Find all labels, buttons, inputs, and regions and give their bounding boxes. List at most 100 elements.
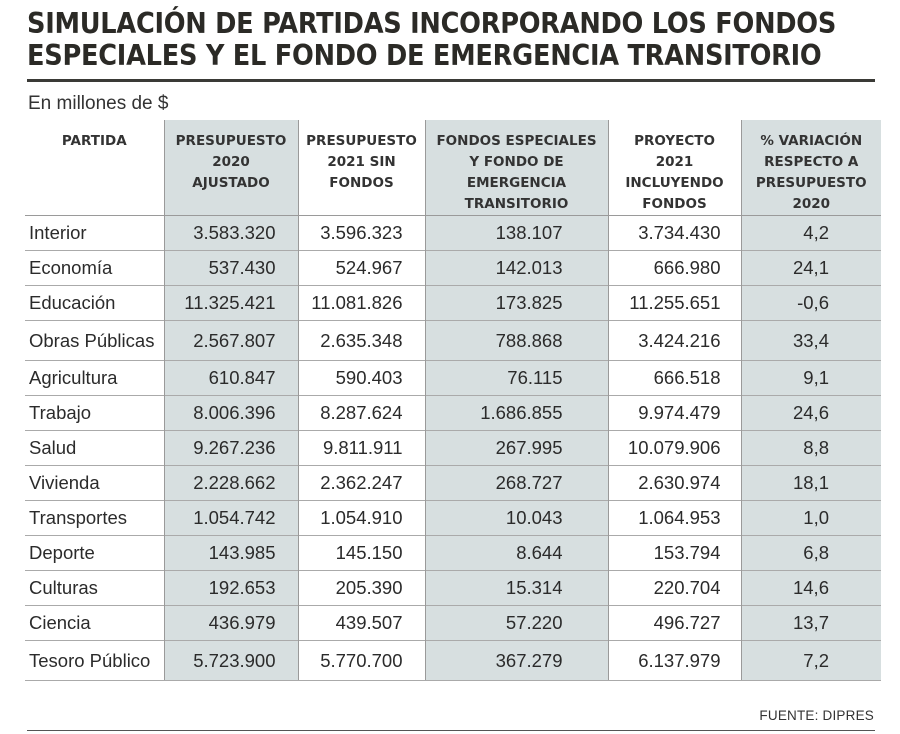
table-row: Agricultura 610.847 590.403 76.115 666.5…	[25, 360, 881, 396]
fondos-cell: 1.686.855	[424, 395, 608, 431]
proyecto-cell: 1.064.953	[607, 500, 741, 536]
presupuesto-2020-cell: 5.723.900	[163, 640, 298, 681]
proyecto-cell: 3.424.216	[607, 320, 741, 361]
presupuesto-2020-cell: 8.006.396	[163, 395, 298, 431]
table-header-row: PARTIDA PRESUPUESTO 2020 AJUSTADO PRESUP…	[25, 120, 881, 216]
header-line: FONDOS	[642, 196, 707, 212]
header-line: PRESUPUESTO	[175, 133, 287, 149]
proyecto-cell: 666.518	[607, 360, 741, 396]
variacion-cell: -0,6	[740, 285, 881, 321]
partida-cell: Economía	[25, 250, 164, 286]
partida-cell: Vivienda	[25, 465, 164, 501]
table-row: Ciencia 436.979 439.507 57.220 496.727 1…	[25, 605, 881, 641]
header-line: 2021	[655, 154, 694, 170]
presupuesto-2020-cell: 1.054.742	[163, 500, 298, 536]
fondos-cell: 367.279	[424, 640, 608, 681]
presupuesto-2021-cell: 524.967	[297, 250, 425, 286]
partida-cell: Trabajo	[25, 395, 164, 431]
page-title: SIMULACIÓN DE PARTIDAS INCORPORANDO LOS …	[27, 7, 837, 72]
proyecto-cell: 496.727	[607, 605, 741, 641]
proyecto-cell: 153.794	[607, 535, 741, 571]
header-line: PROYECTO	[634, 133, 715, 149]
title-line-1: SIMULACIÓN DE PARTIDAS INCORPORANDO LOS …	[27, 7, 837, 40]
variacion-cell: 14,6	[740, 570, 881, 606]
presupuesto-2021-cell: 5.770.700	[297, 640, 425, 681]
presupuesto-2021-cell: 590.403	[297, 360, 425, 396]
header-presupuesto-2021: PRESUPUESTO 2021 SIN FONDOS	[297, 120, 425, 216]
presupuesto-2021-cell: 2.362.247	[297, 465, 425, 501]
presupuesto-2021-cell: 8.287.624	[297, 395, 425, 431]
table-row: Salud 9.267.236 9.811.911 267.995 10.079…	[25, 430, 881, 466]
fondos-cell: 268.727	[424, 465, 608, 501]
table-row: Educación 11.325.421 11.081.826 173.825 …	[25, 285, 881, 321]
proyecto-cell: 11.255.651	[607, 285, 741, 321]
presupuesto-2020-cell: 610.847	[163, 360, 298, 396]
table-row: Economía 537.430 524.967 142.013 666.980…	[25, 250, 881, 286]
partida-cell: Agricultura	[25, 360, 164, 396]
presupuesto-2021-cell: 2.635.348	[297, 320, 425, 361]
fondos-cell: 267.995	[424, 430, 608, 466]
header-variacion: % VARIACIÓN RESPECTO A PRESUPUESTO 2020	[740, 120, 881, 216]
presupuesto-2021-cell: 439.507	[297, 605, 425, 641]
header-line: % VARIACIÓN	[760, 133, 863, 149]
variacion-cell: 6,8	[740, 535, 881, 571]
fondos-cell: 76.115	[424, 360, 608, 396]
presupuesto-2020-cell: 436.979	[163, 605, 298, 641]
title-divider	[27, 79, 875, 82]
fondos-cell: 57.220	[424, 605, 608, 641]
fondos-cell: 15.314	[424, 570, 608, 606]
variacion-cell: 7,2	[740, 640, 881, 681]
header-line: FONDOS ESPECIALES	[436, 133, 597, 149]
variacion-cell: 1,0	[740, 500, 881, 536]
proyecto-cell: 3.734.430	[607, 215, 741, 251]
header-line: PRESUPUESTO	[306, 133, 417, 149]
header-line: 2020	[212, 154, 250, 170]
header-proyecto-2021: PROYECTO 2021 INCLUYENDO FONDOS	[607, 120, 741, 216]
partida-cell: Tesoro Público	[25, 640, 164, 681]
header-presupuesto-2020: PRESUPUESTO 2020 AJUSTADO	[163, 120, 298, 216]
table-row: Interior 3.583.320 3.596.323 138.107 3.7…	[25, 215, 881, 251]
partida-cell: Salud	[25, 430, 164, 466]
proyecto-cell: 666.980	[607, 250, 741, 286]
partida-cell: Culturas	[25, 570, 164, 606]
table-row: Vivienda 2.228.662 2.362.247 268.727 2.6…	[25, 465, 881, 501]
variacion-cell: 8,8	[740, 430, 881, 466]
header-line: Y FONDO DE	[469, 154, 564, 170]
table-row: Obras Públicas 2.567.807 2.635.348 788.8…	[25, 320, 881, 361]
proyecto-cell: 2.630.974	[607, 465, 741, 501]
presupuesto-2020-cell: 192.653	[163, 570, 298, 606]
partida-cell: Obras Públicas	[25, 320, 164, 361]
budget-table: PARTIDA PRESUPUESTO 2020 AJUSTADO PRESUP…	[25, 120, 881, 681]
proyecto-cell: 10.079.906	[607, 430, 741, 466]
presupuesto-2020-cell: 143.985	[163, 535, 298, 571]
proyecto-cell: 220.704	[607, 570, 741, 606]
presupuesto-2021-cell: 11.081.826	[297, 285, 425, 321]
partida-cell: Educación	[25, 285, 164, 321]
partida-cell: Ciencia	[25, 605, 164, 641]
partida-cell: Transportes	[25, 500, 164, 536]
header-line: AJUSTADO	[192, 175, 270, 191]
header-line: EMERGENCIA	[466, 175, 567, 191]
header-line: INCLUYENDO	[625, 175, 724, 191]
proyecto-cell: 9.974.479	[607, 395, 741, 431]
presupuesto-2021-cell: 9.811.911	[297, 430, 425, 466]
header-line: FONDOS	[329, 175, 394, 191]
table-row: Culturas 192.653 205.390 15.314 220.704 …	[25, 570, 881, 606]
fondos-cell: 173.825	[424, 285, 608, 321]
header-line: 2021 SIN	[327, 154, 396, 170]
proyecto-cell: 6.137.979	[607, 640, 741, 681]
presupuesto-2020-cell: 11.325.421	[163, 285, 298, 321]
variacion-cell: 9,1	[740, 360, 881, 396]
presupuesto-2020-cell: 537.430	[163, 250, 298, 286]
table-row: Tesoro Público 5.723.900 5.770.700 367.2…	[25, 640, 881, 681]
bottom-divider	[27, 730, 875, 731]
presupuesto-2020-cell: 9.267.236	[163, 430, 298, 466]
header-line: RESPECTO A	[764, 154, 859, 170]
source-note: FUENTE: DIPRES	[759, 708, 874, 723]
table-row: Trabajo 8.006.396 8.287.624 1.686.855 9.…	[25, 395, 881, 431]
fondos-cell: 10.043	[424, 500, 608, 536]
presupuesto-2021-cell: 205.390	[297, 570, 425, 606]
partida-cell: Interior	[25, 215, 164, 251]
header-fondos-especiales: FONDOS ESPECIALES Y FONDO DE EMERGENCIA …	[424, 120, 608, 216]
fondos-cell: 8.644	[424, 535, 608, 571]
